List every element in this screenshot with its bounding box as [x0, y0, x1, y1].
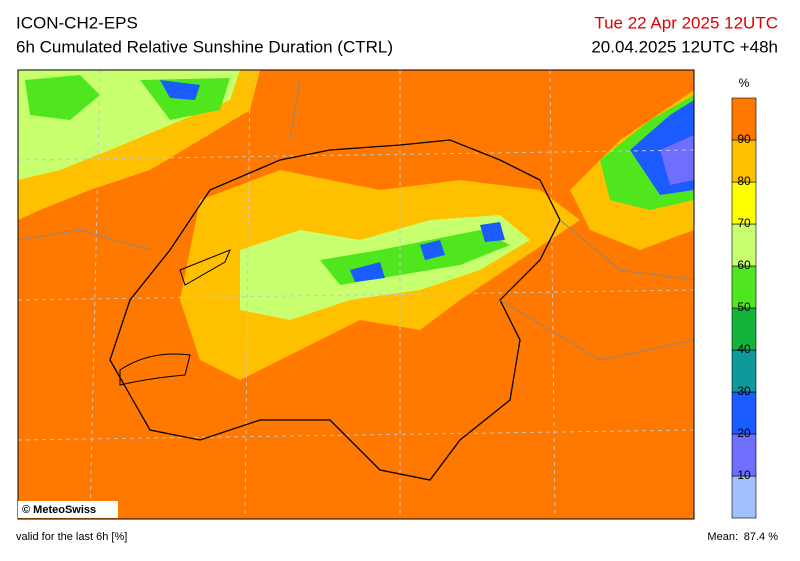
product-title: 6h Cumulated Relative Sunshine Duration …	[16, 37, 393, 56]
run-info: 20.04.2025 12UTC +48h	[591, 37, 778, 56]
country-border	[109, 139, 561, 481]
copyright: © MeteoSwiss	[22, 504, 96, 516]
mean-value: 87.4 %	[744, 531, 778, 543]
model-name: ICON-CH2-EPS	[16, 13, 138, 32]
field-area	[660, 135, 694, 185]
colorbar: % 10 20 30 40 50 60 70 80 90	[731, 76, 757, 519]
colorbar-label: 30	[737, 384, 751, 398]
colorbar-label: 40	[737, 342, 751, 356]
colorbar-label: 80	[737, 174, 751, 188]
map-frame	[17, 69, 695, 520]
colorbar-bin	[731, 139, 757, 183]
colorbar-label: 70	[737, 216, 751, 230]
colorbar-bin	[731, 181, 757, 225]
mean-label: Mean:	[707, 531, 738, 543]
lake	[119, 249, 231, 386]
map: © MeteoSwiss	[17, 69, 695, 520]
colorbar-label: 90	[737, 132, 751, 146]
graticule	[18, 70, 694, 519]
colorbar-bin	[731, 307, 757, 351]
field-area	[160, 80, 200, 100]
colorbar-bin	[731, 223, 757, 267]
copyright-box	[18, 501, 118, 518]
colorbar-label: 20	[737, 426, 751, 440]
colorbar-label: 10	[737, 468, 751, 482]
region-border	[18, 79, 694, 361]
valid-time: Tue 22 Apr 2025 12UTC	[594, 13, 778, 32]
footer-note: valid for the last 6h [%]	[16, 531, 127, 543]
colorbar-bin	[731, 97, 757, 141]
colorbar-label: 50	[737, 300, 751, 314]
colorbar-bin	[731, 433, 757, 477]
colorbar-bin	[731, 265, 757, 309]
colorbar-bin	[731, 391, 757, 435]
colorbar-unit: %	[739, 76, 750, 90]
colorbar-label: 60	[737, 258, 751, 272]
colorbar-bin	[731, 349, 757, 393]
colorbar-bin	[731, 475, 757, 519]
field-area	[350, 222, 505, 282]
